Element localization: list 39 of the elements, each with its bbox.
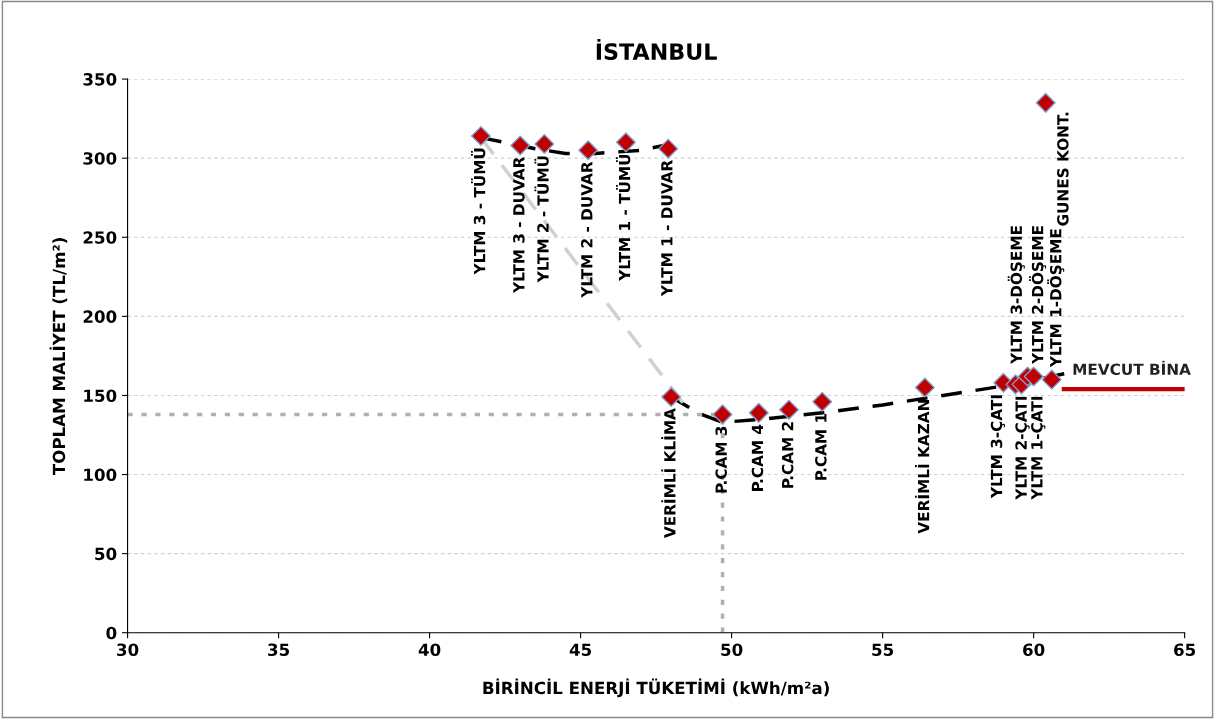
annotation: YLTM 3-ÇATI	[990, 395, 1006, 499]
annotation: YLTM 1 - TÜMÜ	[615, 154, 631, 281]
annotation: P.CAM 3	[715, 426, 727, 493]
x-tick-label: 35	[268, 643, 290, 657]
x-axis-title: BİRİNCİL ENERJİ TÜKETİMİ (kWh/m²a)	[483, 678, 829, 698]
chart-title: İSTANBUL	[596, 39, 717, 60]
annotation: YLTM 2-DÖŞEME	[1029, 226, 1047, 365]
x-tick-label: 55	[872, 643, 894, 657]
annotation: YLTM 1-DÖŞEME	[1047, 229, 1065, 368]
series-label: MEVCUT BİNA	[1073, 360, 1191, 376]
y-tick-label: 300	[83, 152, 117, 165]
y-tick-label: 50	[95, 547, 117, 561]
annotation: YLTM 1 - DUVAR	[661, 160, 673, 297]
y-tick-label: 0	[106, 626, 117, 640]
annotation: GUNES KONT.	[1057, 112, 1069, 226]
annotation: YLTM 1-ÇATI	[1031, 396, 1046, 500]
annotation: YLTM 3 - DUVAR	[513, 156, 525, 294]
y-tick-label: 100	[84, 468, 117, 482]
x-tick-label: 65	[1174, 643, 1196, 657]
x-tick-label: 40	[418, 643, 441, 657]
annotation: YLTM 3 - TÜMÜ	[471, 148, 486, 275]
y-tick-label: 350	[83, 73, 117, 86]
annotation: YLTM 2 - DUVAR	[581, 161, 593, 298]
annotation: P.CAM 2	[781, 422, 794, 488]
y-tick-label: 250	[83, 231, 117, 244]
annotation: YLTM 3-DÖŞEME	[1007, 226, 1025, 365]
x-tick-label: 60	[1023, 643, 1045, 657]
annotation: P.CAM 4	[751, 424, 764, 491]
annotation: P.CAM 1	[815, 413, 827, 480]
annotation: VERİMLİ KAZAN	[914, 400, 930, 534]
x-tick-label: 45	[569, 643, 592, 657]
x-tick-label: 30	[117, 643, 139, 657]
y-axis-title: TOPLAM MALİYET (TL/m²)	[49, 238, 68, 476]
annotation: VERİMLİ KLİMA	[661, 408, 676, 538]
y-tick-label: 200	[83, 310, 117, 323]
annotation: YLTM 2 - TÜMÜ	[534, 156, 549, 283]
y-tick-label: 150	[84, 389, 117, 403]
x-tick-label: 50	[721, 643, 743, 657]
annotation: YLTM 2-ÇATI	[1015, 396, 1030, 500]
